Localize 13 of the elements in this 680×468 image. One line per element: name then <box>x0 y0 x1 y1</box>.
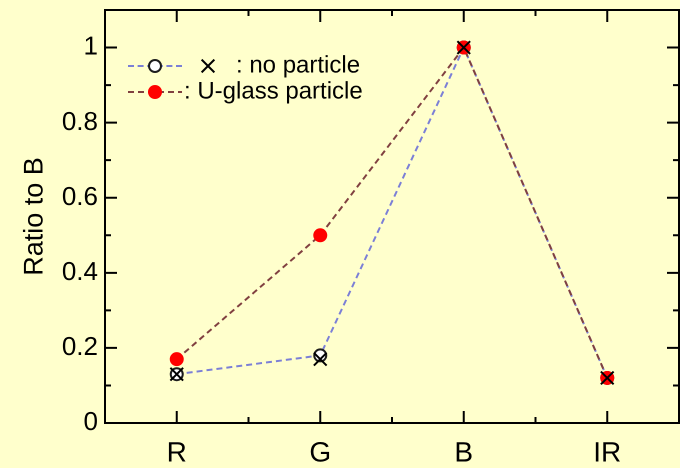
y-tick-label: 0.8 <box>62 106 98 136</box>
legend-label: : no particle <box>236 52 360 79</box>
y-tick-label: 0.4 <box>62 256 98 286</box>
x-tick-label: B <box>454 436 474 468</box>
y-axis-title: Ratio to B <box>18 157 49 276</box>
y-tick-label: 1 <box>84 30 98 61</box>
y-tick-label: 0.2 <box>62 331 98 362</box>
legend-label: : U-glass particle <box>184 78 363 105</box>
y-tick-label: 0 <box>84 406 98 436</box>
x-tick-label: R <box>166 436 187 468</box>
x-tick-label: G <box>309 436 332 468</box>
y-tick-label: 0.6 <box>62 180 98 211</box>
x-tick-label: IR <box>593 436 622 468</box>
